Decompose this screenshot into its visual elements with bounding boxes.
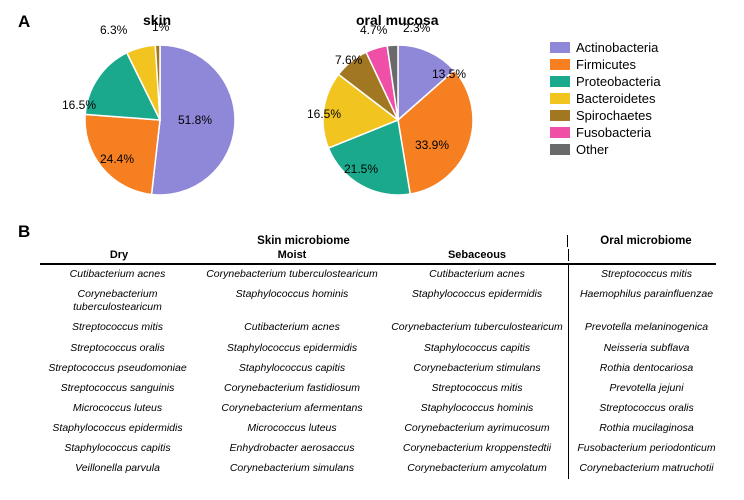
table-body: Cutibacterium acnesCorynebacterium tuber… bbox=[40, 265, 716, 479]
legend-row: Actinobacteria bbox=[550, 40, 661, 55]
legend-swatch bbox=[550, 76, 570, 87]
slice-label: 6.3% bbox=[100, 23, 127, 37]
table-cell: Corynebacterium amycolatum bbox=[386, 459, 568, 479]
table-cell: Staphylococcus capitis bbox=[386, 338, 568, 358]
panel-b-table: Skin microbiome Oral microbiome Dry Mois… bbox=[40, 235, 716, 479]
table-cell: Corynebacterium tuberculostearicum bbox=[198, 265, 386, 285]
table-cell: Cutibacterium acnes bbox=[386, 265, 568, 285]
legend-row: Proteobacteria bbox=[550, 74, 661, 89]
legend-label: Spirochaetes bbox=[576, 108, 652, 123]
table-cell: Streptococcus oralis bbox=[40, 338, 198, 358]
table-cell: Staphylococcus epidermidis bbox=[386, 285, 568, 318]
table-cell: Corynebacterium kroppenstedtii bbox=[386, 439, 568, 459]
table-cell: Streptococcus mitis bbox=[40, 318, 198, 338]
table-cell: Corynebacterium tuberculostearicum bbox=[40, 285, 198, 318]
table-cell: Streptococcus mitis bbox=[568, 265, 724, 285]
super-header-skin: Skin microbiome bbox=[40, 235, 568, 247]
legend-row: Spirochaetes bbox=[550, 108, 661, 123]
legend-label: Proteobacteria bbox=[576, 74, 661, 89]
table-cell: Staphylococcus capitis bbox=[40, 439, 198, 459]
table-cell: Corynebacterium stimulans bbox=[386, 358, 568, 378]
table-cell: Streptococcus pseudomoniae bbox=[40, 358, 198, 378]
table-cell: Staphylococcus capitis bbox=[198, 358, 386, 378]
table-cell: Cutibacterium acnes bbox=[198, 318, 386, 338]
legend-swatch bbox=[550, 110, 570, 121]
col-header-moist: Moist bbox=[198, 249, 386, 261]
table-cell: Corynebacterium fastidiosum bbox=[198, 378, 386, 398]
slice-label: 24.4% bbox=[100, 152, 134, 166]
legend-swatch bbox=[550, 127, 570, 138]
legend-label: Actinobacteria bbox=[576, 40, 658, 55]
super-headers: Skin microbiome Oral microbiome bbox=[40, 235, 716, 247]
table-cell: Cutibacterium acnes bbox=[40, 265, 198, 285]
table-cell: Prevotella jejuni bbox=[568, 378, 724, 398]
table-cell: Staphylococcus epidermidis bbox=[40, 419, 198, 439]
legend-label: Other bbox=[576, 142, 609, 157]
legend-label: Bacteroidetes bbox=[576, 91, 656, 106]
slice-label: 16.5% bbox=[62, 98, 96, 112]
slice-label: 1% bbox=[152, 20, 169, 34]
slice-label: 4.7% bbox=[360, 23, 387, 37]
legend-row: Firmicutes bbox=[550, 57, 661, 72]
table-cell: Veillonella parvula bbox=[40, 459, 198, 479]
table-cell: Fusobacterium periodonticum bbox=[568, 439, 724, 459]
table-cell: Staphylococcus epidermidis bbox=[198, 338, 386, 358]
legend-row: Bacteroidetes bbox=[550, 91, 661, 106]
slice-label: 13.5% bbox=[432, 67, 466, 81]
slice-label: 51.8% bbox=[178, 113, 212, 127]
slice-label: 7.6% bbox=[335, 53, 362, 67]
table-cell: Corynebacterium matruchotii bbox=[568, 459, 724, 479]
slice-label: 21.5% bbox=[344, 162, 378, 176]
slice-label: 2.3% bbox=[403, 21, 430, 35]
table-cell: Micrococcus luteus bbox=[198, 419, 386, 439]
table-cell: Corynebacterium afermentans bbox=[198, 398, 386, 418]
table-cell: Haemophilus parainfluenzae bbox=[568, 285, 724, 318]
table-cell: Staphylococcus hominis bbox=[386, 398, 568, 418]
table-cell: Prevotella melaninogenica bbox=[568, 318, 724, 338]
figure-root: A skin oral mucosa 51.8%24.4%16.5%6.3%1%… bbox=[0, 0, 744, 500]
pie-skin bbox=[85, 45, 235, 195]
table-cell: Corynebacterium simulans bbox=[198, 459, 386, 479]
legend-label: Fusobacteria bbox=[576, 125, 651, 140]
table-cell: Streptococcus sanguinis bbox=[40, 378, 198, 398]
legend-row: Other bbox=[550, 142, 661, 157]
table-cell: Rothia dentocariosa bbox=[568, 358, 724, 378]
table-cell: Corynebacterium ayrimucosum bbox=[386, 419, 568, 439]
col-header-sebaceous: Sebaceous bbox=[386, 249, 568, 261]
col-header-dry: Dry bbox=[40, 249, 198, 261]
col-header-oral bbox=[568, 249, 724, 261]
super-header-oral: Oral microbiome bbox=[568, 235, 724, 247]
table-cell: Staphylococcus hominis bbox=[198, 285, 386, 318]
table-cell: Neisseria subflava bbox=[568, 338, 724, 358]
column-headers: Dry Moist Sebaceous bbox=[40, 249, 716, 263]
table-cell: Rothia mucilaginosa bbox=[568, 419, 724, 439]
legend-label: Firmicutes bbox=[576, 57, 636, 72]
legend-swatch bbox=[550, 93, 570, 104]
table-cell: Streptococcus mitis bbox=[386, 378, 568, 398]
legend-swatch bbox=[550, 59, 570, 70]
legend-swatch bbox=[550, 144, 570, 155]
panel-a-label: A bbox=[18, 12, 30, 32]
table-cell: Streptococcus oralis bbox=[568, 398, 724, 418]
table-cell: Micrococcus luteus bbox=[40, 398, 198, 418]
panel-b-label: B bbox=[18, 222, 30, 242]
slice-label: 33.9% bbox=[415, 138, 449, 152]
table-cell: Enhydrobacter aerosaccus bbox=[198, 439, 386, 459]
legend: Actinobacteria Firmicutes Proteobacteria Ba… bbox=[550, 40, 661, 159]
slice-label: 16.5% bbox=[307, 107, 341, 121]
legend-row: Fusobacteria bbox=[550, 125, 661, 140]
table-cell: Corynebacterium tuberculostearicum bbox=[386, 318, 568, 338]
legend-swatch bbox=[550, 42, 570, 53]
